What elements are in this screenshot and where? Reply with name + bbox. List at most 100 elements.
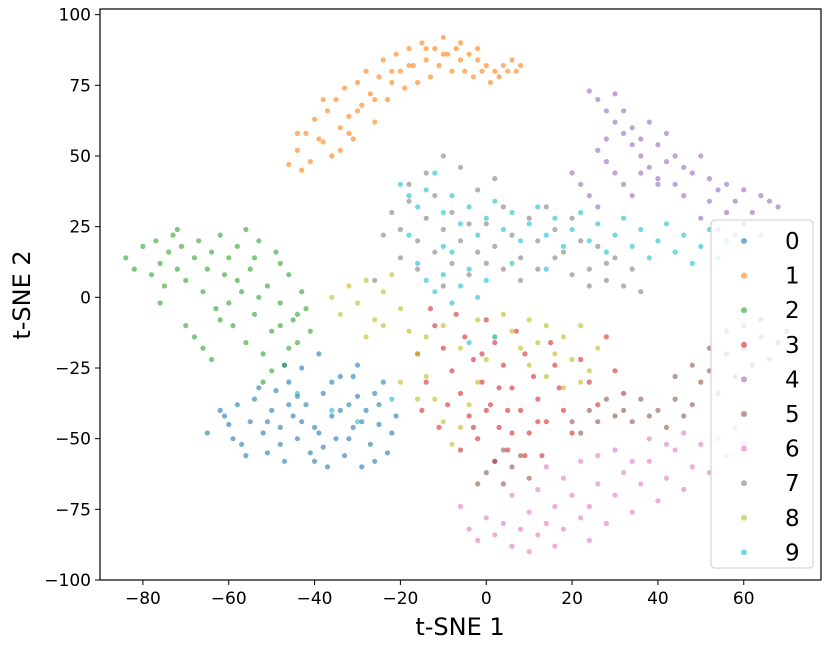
point-class-0 — [277, 424, 283, 430]
point-class-9 — [354, 419, 361, 425]
point-class-4 — [638, 170, 644, 176]
point-class-1 — [320, 96, 326, 103]
legend-label-8: 8 — [785, 506, 800, 532]
point-class-1 — [324, 108, 331, 114]
point-class-9 — [500, 226, 506, 233]
point-class-1 — [440, 34, 446, 40]
point-class-5 — [500, 447, 506, 453]
point-class-9 — [415, 204, 421, 210]
point-class-6 — [578, 515, 584, 521]
point-class-8 — [518, 345, 524, 351]
legend-box — [710, 219, 814, 569]
y-tick-label: −50 — [55, 430, 91, 450]
point-class-0 — [320, 444, 326, 450]
point-class-7 — [629, 266, 635, 272]
point-class-2 — [303, 306, 309, 312]
point-class-0 — [389, 430, 395, 436]
point-class-4 — [681, 164, 687, 170]
point-class-0 — [299, 419, 305, 425]
point-class-9 — [440, 272, 446, 278]
point-class-3 — [505, 407, 511, 413]
point-class-1 — [346, 113, 352, 119]
point-class-1 — [479, 68, 485, 74]
point-class-8 — [354, 300, 361, 306]
point-class-2 — [239, 289, 245, 295]
y-tick-label: 25 — [69, 218, 91, 238]
legend-label-2: 2 — [785, 298, 800, 324]
point-class-3 — [586, 379, 592, 385]
point-class-2 — [281, 362, 288, 368]
point-class-4 — [595, 96, 601, 103]
point-class-3 — [470, 356, 476, 363]
point-class-4 — [698, 153, 704, 159]
point-class-0 — [393, 413, 399, 419]
point-class-8 — [432, 396, 438, 402]
point-class-4 — [646, 164, 652, 170]
x-tick-label: 0 — [481, 589, 492, 609]
point-class-0 — [354, 362, 361, 368]
point-class-2 — [234, 243, 240, 249]
point-class-2 — [260, 351, 266, 357]
point-class-3 — [419, 407, 425, 413]
legend-marker-7 — [741, 480, 747, 487]
point-class-9 — [586, 238, 592, 244]
point-class-8 — [475, 317, 481, 323]
point-class-5 — [698, 379, 704, 385]
point-class-2 — [161, 283, 167, 289]
point-class-4 — [586, 88, 592, 94]
point-class-6 — [586, 503, 592, 510]
point-class-0 — [221, 413, 228, 419]
point-class-2 — [269, 368, 275, 374]
point-class-9 — [432, 170, 438, 176]
point-class-9 — [621, 215, 627, 221]
x-axis-title: t-SNE 1 — [415, 613, 504, 641]
point-class-0 — [251, 396, 258, 402]
point-class-3 — [475, 436, 481, 442]
point-class-0 — [256, 385, 262, 391]
point-class-4 — [629, 193, 635, 199]
point-class-2 — [251, 311, 258, 317]
point-class-4 — [706, 198, 713, 204]
point-class-6 — [646, 458, 652, 464]
point-class-3 — [509, 430, 515, 436]
point-class-3 — [556, 385, 562, 391]
point-class-8 — [363, 277, 369, 283]
point-class-4 — [595, 147, 601, 153]
point-class-3 — [496, 424, 502, 430]
y-tick-label: 50 — [69, 147, 91, 167]
point-class-3 — [612, 368, 618, 374]
point-class-6 — [621, 470, 627, 476]
point-class-1 — [423, 46, 429, 52]
point-class-2 — [200, 289, 206, 295]
point-class-2 — [178, 243, 185, 249]
point-class-9 — [578, 209, 584, 216]
point-class-1 — [406, 46, 412, 52]
point-class-1 — [376, 74, 382, 80]
point-class-0 — [324, 464, 331, 470]
point-class-6 — [509, 543, 515, 549]
point-class-4 — [724, 181, 730, 187]
point-class-7 — [380, 232, 386, 238]
point-class-1 — [513, 68, 519, 74]
point-class-9 — [698, 243, 704, 249]
point-class-0 — [281, 458, 288, 464]
point-class-6 — [560, 526, 567, 532]
point-class-4 — [578, 181, 584, 187]
point-class-9 — [432, 289, 438, 295]
point-class-7 — [612, 255, 618, 261]
point-class-0 — [367, 441, 373, 447]
point-class-1 — [294, 147, 300, 153]
point-class-2 — [213, 306, 219, 312]
point-class-2 — [247, 266, 253, 272]
legend-marker-6 — [741, 445, 747, 452]
point-class-8 — [372, 317, 378, 323]
point-class-9 — [509, 260, 515, 266]
point-class-7 — [518, 277, 524, 283]
point-class-9 — [663, 221, 670, 227]
point-class-7 — [552, 255, 558, 261]
point-class-9 — [475, 232, 481, 238]
point-class-1 — [359, 102, 365, 108]
point-class-8 — [380, 323, 386, 329]
point-class-5 — [603, 396, 610, 402]
